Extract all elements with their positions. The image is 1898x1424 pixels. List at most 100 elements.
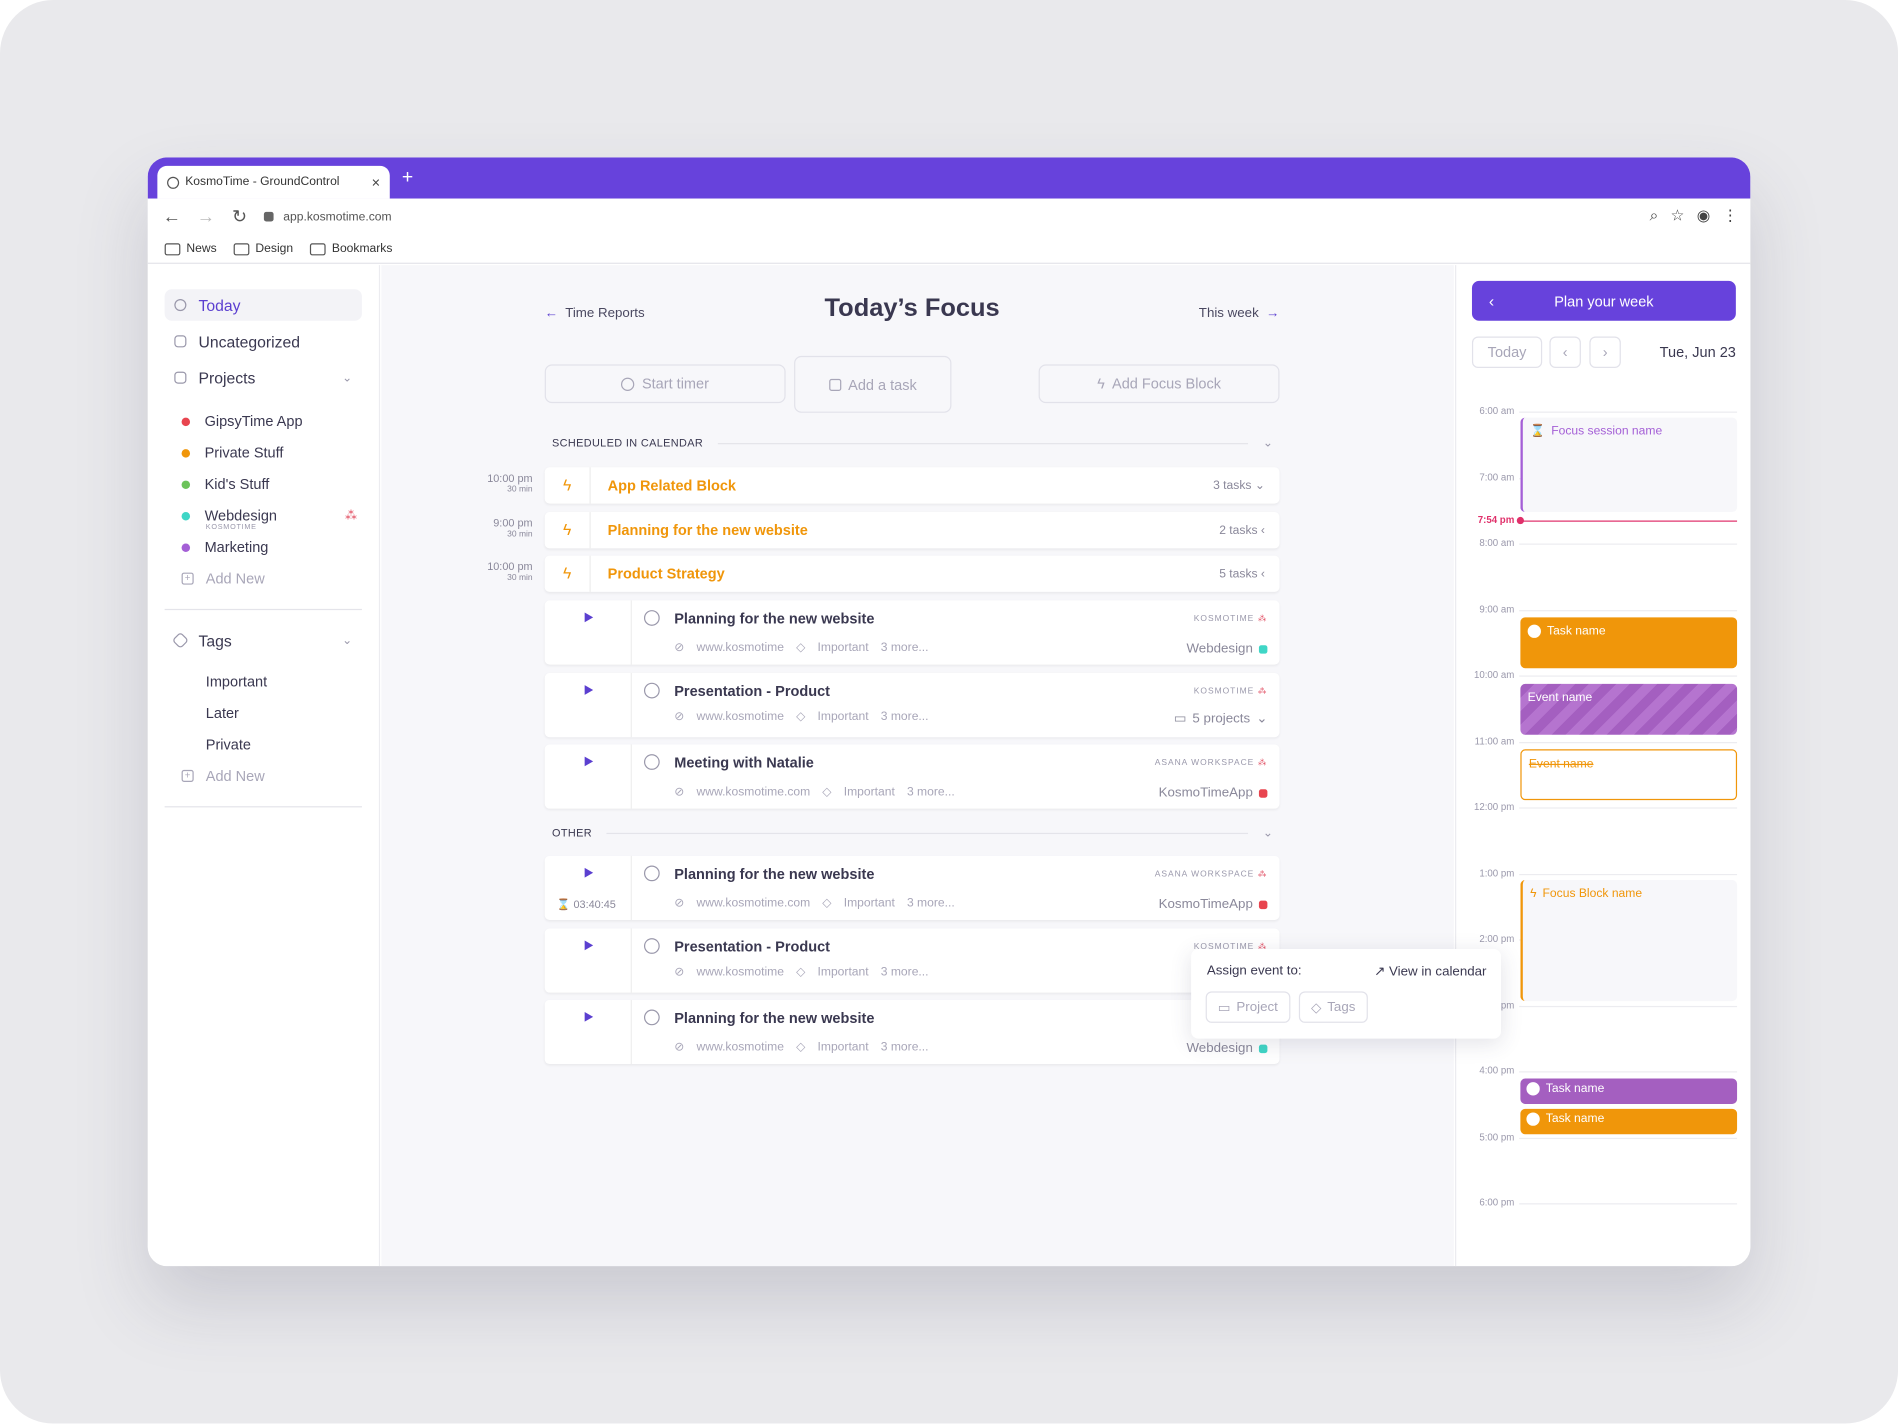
today-button[interactable]: Today <box>1471 336 1543 368</box>
task-checkbox[interactable] <box>643 610 660 626</box>
chevron-down-icon[interactable]: ⌄ <box>342 371 353 385</box>
task-link[interactable]: www.kosmotime <box>696 1041 784 1055</box>
forward-arrow-icon[interactable]: → <box>196 206 215 227</box>
sidebar-item-today[interactable]: Today <box>164 289 362 321</box>
play-button[interactable] <box>545 600 632 665</box>
focus-block[interactable]: ϟ Planning for the new website 2 tasks ‹ <box>544 512 1280 549</box>
more-tags[interactable]: 3 more... <box>880 965 929 980</box>
project-label: Webdesign <box>1186 1041 1253 1056</box>
task-checkbox[interactable] <box>643 1009 660 1026</box>
task-event[interactable]: Task name <box>1520 617 1738 669</box>
add-focus-block-button[interactable]: ϟ Add Focus Block <box>1038 364 1280 404</box>
reload-icon[interactable]: ↻ <box>232 206 248 228</box>
block-count[interactable]: 2 tasks ‹ <box>1219 524 1265 537</box>
task-row[interactable]: Planning for the new website ⊘ www.kosmot… <box>544 600 1280 665</box>
plan-your-week-button[interactable]: ‹ Plan your week <box>1471 280 1736 321</box>
sidebar-item-projects[interactable]: Projects ⌄ <box>165 362 362 393</box>
project-item[interactable]: Marketing <box>165 531 362 562</box>
add-tag-button[interactable]: + Add New <box>165 760 362 791</box>
time-label: 10:00 pm <box>487 472 533 485</box>
assign-project-button[interactable]: ▭ Project <box>1205 991 1290 1023</box>
close-tab-icon[interactable]: × <box>371 173 381 191</box>
task-row[interactable]: ⌛ 03:40:45 Planning for the new website … <box>544 855 1280 920</box>
focus-block-event[interactable]: ϟ Focus Block name <box>1520 880 1738 1002</box>
project-item[interactable]: GipsyTime App <box>165 406 362 437</box>
more-tags[interactable]: 3 more... <box>880 710 929 724</box>
more-tags[interactable]: 3 more... <box>906 896 955 911</box>
project-item[interactable]: Private Stuff <box>165 437 362 468</box>
task-link[interactable]: www.kosmotime <box>696 641 784 655</box>
task-project[interactable]: KosmoTimeApp <box>1159 897 1268 912</box>
chevron-down-icon[interactable]: ⌄ <box>1262 826 1274 840</box>
browser-tab[interactable]: KosmoTime - GroundControl × <box>157 165 390 199</box>
bookmark-design[interactable]: Design <box>233 242 293 255</box>
block-count[interactable]: 5 tasks ‹ <box>1219 567 1265 580</box>
task-row[interactable]: Meeting with Natalie ⊘ www.kosmotime.com ◇… <box>544 744 1280 809</box>
focus-block[interactable]: ϟ Product Strategy 5 tasks ‹ <box>544 555 1280 592</box>
play-button[interactable] <box>545 928 632 993</box>
more-tags[interactable]: 3 more... <box>906 785 955 799</box>
play-button[interactable] <box>545 999 632 1065</box>
more-tags[interactable]: 3 more... <box>880 641 929 655</box>
star-icon[interactable]: ☆ <box>1670 205 1685 224</box>
projects-dropdown[interactable]: ▭ 5 projects ⌄ <box>1174 711 1268 726</box>
task-project[interactable]: KosmoTimeApp <box>1159 786 1268 800</box>
project-color-dot <box>1258 788 1268 798</box>
menu-dots-icon[interactable]: ⋮ <box>1722 205 1739 224</box>
chevron-down-icon[interactable]: ⌄ <box>342 633 353 648</box>
add-task-button[interactable]: Add a task <box>794 355 952 413</box>
task-event[interactable]: Task name <box>1520 1108 1738 1135</box>
focus-block[interactable]: ϟ App Related Block 3 tasks ⌄ <box>544 467 1280 504</box>
more-tags[interactable]: 3 more... <box>880 1041 929 1055</box>
zoom-icon[interactable]: ⌕ <box>1649 205 1659 224</box>
project-item[interactable]: Kid's Stuff <box>165 468 362 499</box>
task-name: Planning for the new website <box>674 865 875 883</box>
tag-item[interactable]: Later <box>165 697 362 728</box>
task-project[interactable]: Webdesign <box>1186 642 1268 656</box>
task-row[interactable]: Planning for the new website ⊘ www.kosmot… <box>544 999 1280 1065</box>
source-label: KOSMOTIME <box>1193 614 1255 624</box>
start-timer-button[interactable]: Start timer <box>544 364 786 404</box>
prev-day-button[interactable]: ‹ <box>1549 336 1581 368</box>
cancelled-event[interactable]: Event name <box>1520 749 1738 801</box>
focus-session-event[interactable]: ⌛ Focus session name <box>1520 417 1738 513</box>
task-link[interactable]: www.kosmotime <box>696 965 784 980</box>
extension-icon[interactable]: ◉ <box>1696 205 1711 224</box>
play-button[interactable] <box>545 673 632 738</box>
sidebar-item-tags[interactable]: Tags ⌄ <box>165 625 362 656</box>
block-count[interactable]: 3 tasks ⌄ <box>1213 479 1265 492</box>
new-tab-icon[interactable]: + <box>401 167 414 188</box>
task-project[interactable]: Webdesign <box>1186 1041 1268 1056</box>
project-item[interactable]: Webdesign KOSMOTIME ⁂ <box>165 500 362 531</box>
tag-item[interactable]: Private <box>165 729 362 760</box>
back-arrow-icon[interactable]: ← <box>162 206 181 227</box>
project-color-dot <box>1258 900 1268 909</box>
task-link[interactable]: www.kosmotime.com <box>696 785 811 799</box>
sidebar-item-uncategorized[interactable]: Uncategorized <box>165 326 362 357</box>
event-item[interactable]: Event name <box>1520 683 1738 735</box>
next-day-button[interactable]: › <box>1589 336 1621 368</box>
time-reports-link[interactable]: ← Time Reports <box>545 306 645 321</box>
task-checkbox[interactable] <box>643 754 660 770</box>
task-row[interactable]: Presentation - Product ⊘ www.kosmotime ◇ Im… <box>544 673 1280 738</box>
task-tag: Important <box>817 965 869 980</box>
task-checkbox[interactable] <box>643 865 660 882</box>
task-event[interactable]: Task name <box>1520 1078 1738 1104</box>
block-time: 9:00 pm 30 min <box>475 517 532 541</box>
task-row[interactable]: Presentation - Product ⊘ www.kosmotime ◇ Im… <box>544 928 1280 993</box>
url-field[interactable]: app.kosmotime.com <box>263 203 1620 230</box>
task-checkbox[interactable] <box>643 938 660 954</box>
tag-item[interactable]: Important <box>165 666 362 697</box>
play-button[interactable]: ⌛ 03:40:45 <box>545 855 632 920</box>
chevron-down-icon[interactable]: ⌄ <box>1262 436 1274 450</box>
task-link[interactable]: www.kosmotime <box>696 710 784 724</box>
add-project-button[interactable]: + Add New <box>165 563 362 594</box>
task-checkbox[interactable] <box>643 682 660 699</box>
task-link[interactable]: www.kosmotime.com <box>696 896 811 911</box>
bookmark-bookmarks[interactable]: Bookmarks <box>310 242 392 255</box>
assign-tags-button[interactable]: ◇ Tags <box>1298 991 1368 1023</box>
view-in-calendar-link[interactable]: ↗ View in calendar <box>1374 964 1486 980</box>
this-week-link[interactable]: This week → <box>1199 306 1280 321</box>
play-button[interactable] <box>545 744 632 809</box>
bookmark-news[interactable]: News <box>164 242 217 255</box>
